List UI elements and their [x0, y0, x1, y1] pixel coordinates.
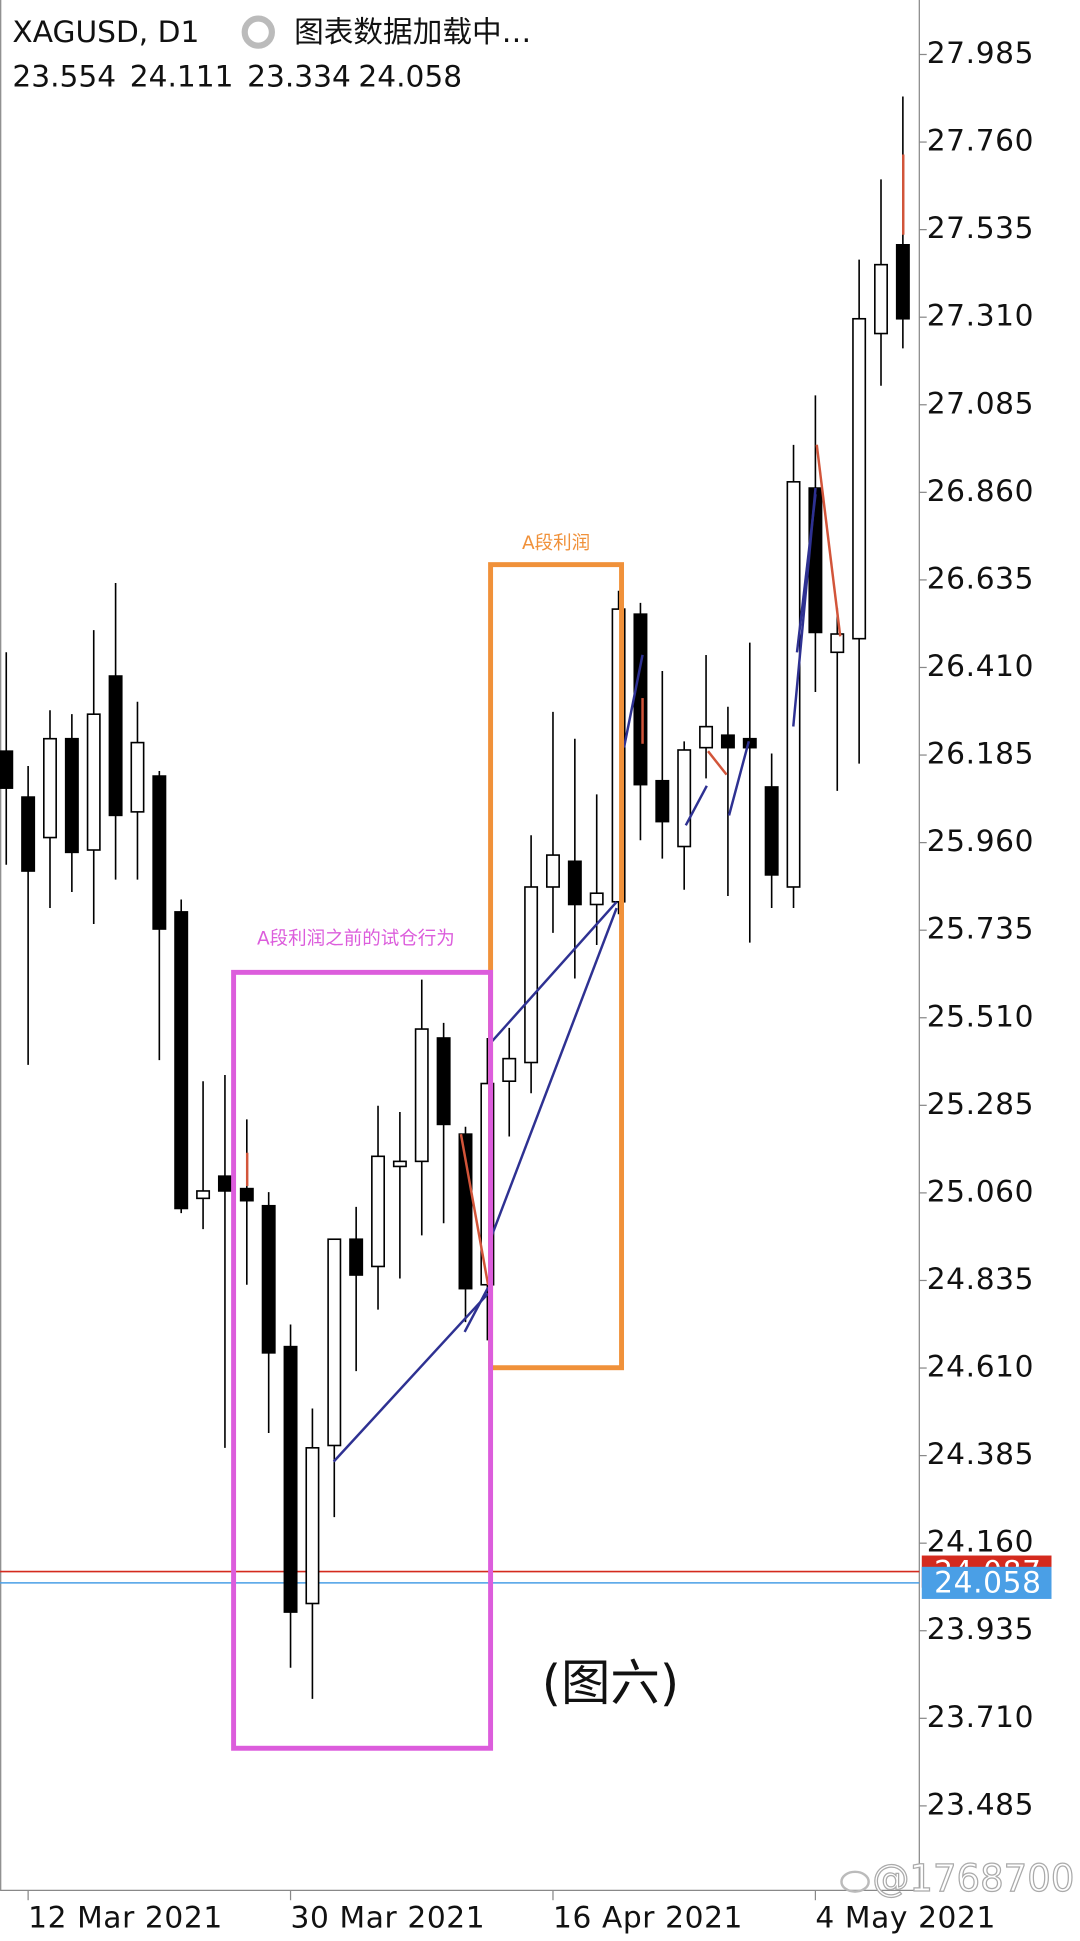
candle-body	[764, 786, 779, 876]
blue-strokes	[332, 487, 817, 1463]
candle-body	[64, 737, 79, 854]
candle-body	[349, 1238, 364, 1276]
bid-tag	[921, 1566, 1052, 1599]
x-tick-label: 4 May 2021	[815, 1899, 996, 1934]
candle-body	[786, 481, 801, 888]
candle-body	[0, 750, 14, 789]
candle-body	[589, 892, 604, 906]
y-tick-label: 26.635	[927, 560, 1034, 595]
y-tick-label: 26.860	[927, 473, 1034, 508]
candle-body	[217, 1175, 232, 1192]
stroke	[490, 901, 618, 1043]
y-tick-label: 27.085	[927, 385, 1034, 420]
watermark-text: @1768700	[872, 1857, 1074, 1900]
candle-body	[436, 1037, 451, 1126]
watermark-logo	[840, 1870, 870, 1893]
stroke	[459, 1133, 490, 1286]
annotation-text: A段利润之前的试仓行为	[257, 928, 455, 949]
figure-label: (图六)	[542, 1654, 679, 1712]
y-tick-label: 26.185	[927, 736, 1034, 771]
candle-body	[655, 779, 670, 823]
candle-body	[720, 734, 735, 749]
candle-body	[86, 713, 101, 851]
y-tick-label: 27.985	[927, 35, 1034, 70]
stroke	[795, 494, 817, 653]
candle-body	[108, 675, 123, 817]
stroke	[463, 1286, 490, 1333]
y-tick-label: 24.385	[927, 1436, 1034, 1471]
annotation-text: A段利润	[522, 533, 590, 554]
y-tick-label: 23.485	[927, 1786, 1034, 1821]
candle-body	[43, 737, 57, 839]
y-tick-label: 23.710	[927, 1699, 1034, 1734]
bid-tag-label: 24.058	[934, 1565, 1041, 1600]
candle-body	[895, 244, 910, 320]
stroke	[727, 740, 750, 816]
candle-body	[852, 317, 867, 640]
y-tick-label: 27.760	[927, 123, 1034, 158]
candle-body	[392, 1160, 407, 1168]
ohlc-value: 24.111	[130, 58, 234, 93]
stroke	[622, 654, 644, 748]
stroke	[332, 1292, 490, 1463]
candle-body	[742, 737, 757, 749]
y-tick-label: 24.610	[927, 1349, 1034, 1384]
candle-body	[371, 1155, 386, 1268]
candle-body	[152, 775, 167, 930]
y-tick-label: 25.960	[927, 823, 1034, 858]
candle-body	[545, 854, 560, 888]
stroke	[707, 750, 728, 776]
stroke	[684, 785, 708, 826]
candle-body	[874, 263, 888, 335]
ohlc-value: 24.058	[358, 58, 462, 93]
ohlc-value: 23.334	[247, 58, 351, 93]
candle-body	[830, 633, 845, 654]
y-tick-label: 24.160	[927, 1524, 1034, 1559]
candle-body	[21, 796, 36, 872]
candle-body	[130, 741, 145, 813]
y-tick-label: 23.935	[927, 1611, 1034, 1646]
candle-body	[808, 487, 823, 634]
x-tick-label: 12 Mar 2021	[28, 1899, 223, 1934]
y-tick-label: 25.060	[927, 1173, 1034, 1208]
y-tick-label: 26.410	[927, 648, 1034, 683]
candle-body	[699, 725, 714, 749]
symbol: XAGUSD, D1	[12, 14, 199, 49]
candle-body	[502, 1057, 517, 1083]
candle-body	[414, 1028, 429, 1163]
stroke	[490, 907, 618, 1236]
x-tick-label: 30 Mar 2021	[291, 1899, 486, 1934]
candle-body	[196, 1190, 211, 1200]
y-tick-label: 25.735	[927, 911, 1034, 946]
y-tick-label: 27.535	[927, 210, 1034, 245]
y-tick-label: 27.310	[927, 298, 1034, 333]
candle-body	[305, 1447, 320, 1605]
candle-body	[261, 1204, 276, 1354]
candle-body	[633, 613, 648, 786]
candle-body	[524, 886, 539, 1064]
annotation-box	[488, 562, 625, 1371]
y-tick-label: 25.285	[927, 1086, 1034, 1121]
candle-body	[283, 1345, 298, 1613]
candle-body	[174, 911, 189, 1210]
annotation-box	[231, 969, 494, 1751]
candle-body	[567, 860, 582, 906]
axis-layer: 27.985 27.760 27.535 27.310 27.085 26.860 26.6…	[0, 0, 1052, 1934]
candle-body	[239, 1187, 254, 1202]
x-tick-label: 16 Apr 2021	[553, 1899, 743, 1934]
y-tick-label: 24.835	[927, 1261, 1034, 1296]
status: 图表数据加载中…	[294, 14, 531, 49]
watermark: @1768700	[840, 1856, 1075, 1901]
candle-body	[327, 1238, 342, 1447]
red-strokes	[245, 154, 905, 1286]
stroke	[815, 444, 842, 637]
loading-spinner	[241, 15, 275, 49]
overlay-strokes	[245, 154, 905, 1463]
y-tick-label: 25.510	[927, 998, 1034, 1033]
ohlc-value: 23.554	[12, 58, 116, 93]
candle-body	[677, 749, 692, 848]
